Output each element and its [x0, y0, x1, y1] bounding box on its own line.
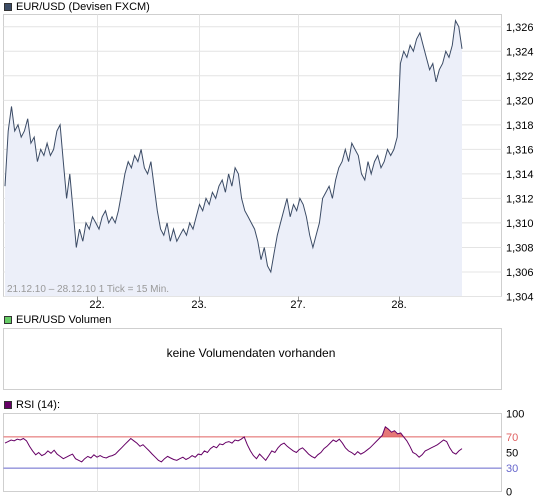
x-tick-label: 27.: [290, 299, 305, 311]
x-tick-label: 22.: [89, 299, 104, 311]
rsi-legend-swatch: [4, 401, 12, 409]
y-tick-label: 1,320: [506, 95, 534, 107]
rsi-series-line: [4, 425, 463, 463]
rsi-legend: RSI (14):: [4, 398, 60, 412]
y-tick-label: 1,324: [506, 46, 534, 58]
y-tick-label: 1,310: [506, 218, 534, 230]
volume-legend-label: EUR/USD Volumen: [16, 314, 112, 326]
rsi-frame: [3, 413, 502, 492]
y-tick-label: 1,308: [506, 242, 534, 254]
main-legend-label: EUR/USD (Devisen FXCM): [16, 1, 150, 13]
y-tick-label: 1,312: [506, 193, 534, 205]
chart-info-label: 21.12.10 – 28.12.10 1 Tick = 15 Min.: [7, 284, 169, 295]
price-chart: 1,326 1,324 1,322 1,320 1,318 1,316 1,314 1,312…: [3, 14, 534, 311]
main-legend: EUR/USD (Devisen FXCM): [4, 0, 150, 14]
rsi-y-tick-label: 100: [506, 409, 524, 421]
y-tick-label: 1,316: [506, 144, 534, 156]
y-tick-label: 1,326: [506, 22, 534, 34]
main-legend-swatch: [4, 3, 12, 11]
rsi-y-tick-label: 70: [506, 432, 518, 444]
rsi-legend-label: RSI (14):: [16, 399, 61, 411]
volume-legend-swatch: [4, 316, 12, 324]
y-tick-label: 1,314: [506, 169, 534, 181]
x-tick-label: 28.: [391, 299, 406, 311]
volume-empty-message: keine Volumendaten vorhanden: [166, 346, 336, 360]
volume-legend: EUR/USD Volumen: [4, 313, 111, 327]
rsi-y-tick-label: 50: [506, 448, 518, 460]
y-tick-label: 1,304: [506, 292, 534, 304]
y-tick-label: 1,306: [506, 267, 534, 279]
price-series-line: [4, 18, 463, 274]
price-area-fill: [5, 20, 462, 296]
rsi-overbought-fill: [379, 426, 404, 437]
rsi-y-tick-label: 30: [506, 463, 518, 475]
y-tick-label: 1,322: [506, 71, 534, 83]
x-tick-label: 23.: [191, 299, 206, 311]
y-tick-label: 1,318: [506, 120, 534, 132]
rsi-y-tick-label: 0: [506, 487, 512, 499]
